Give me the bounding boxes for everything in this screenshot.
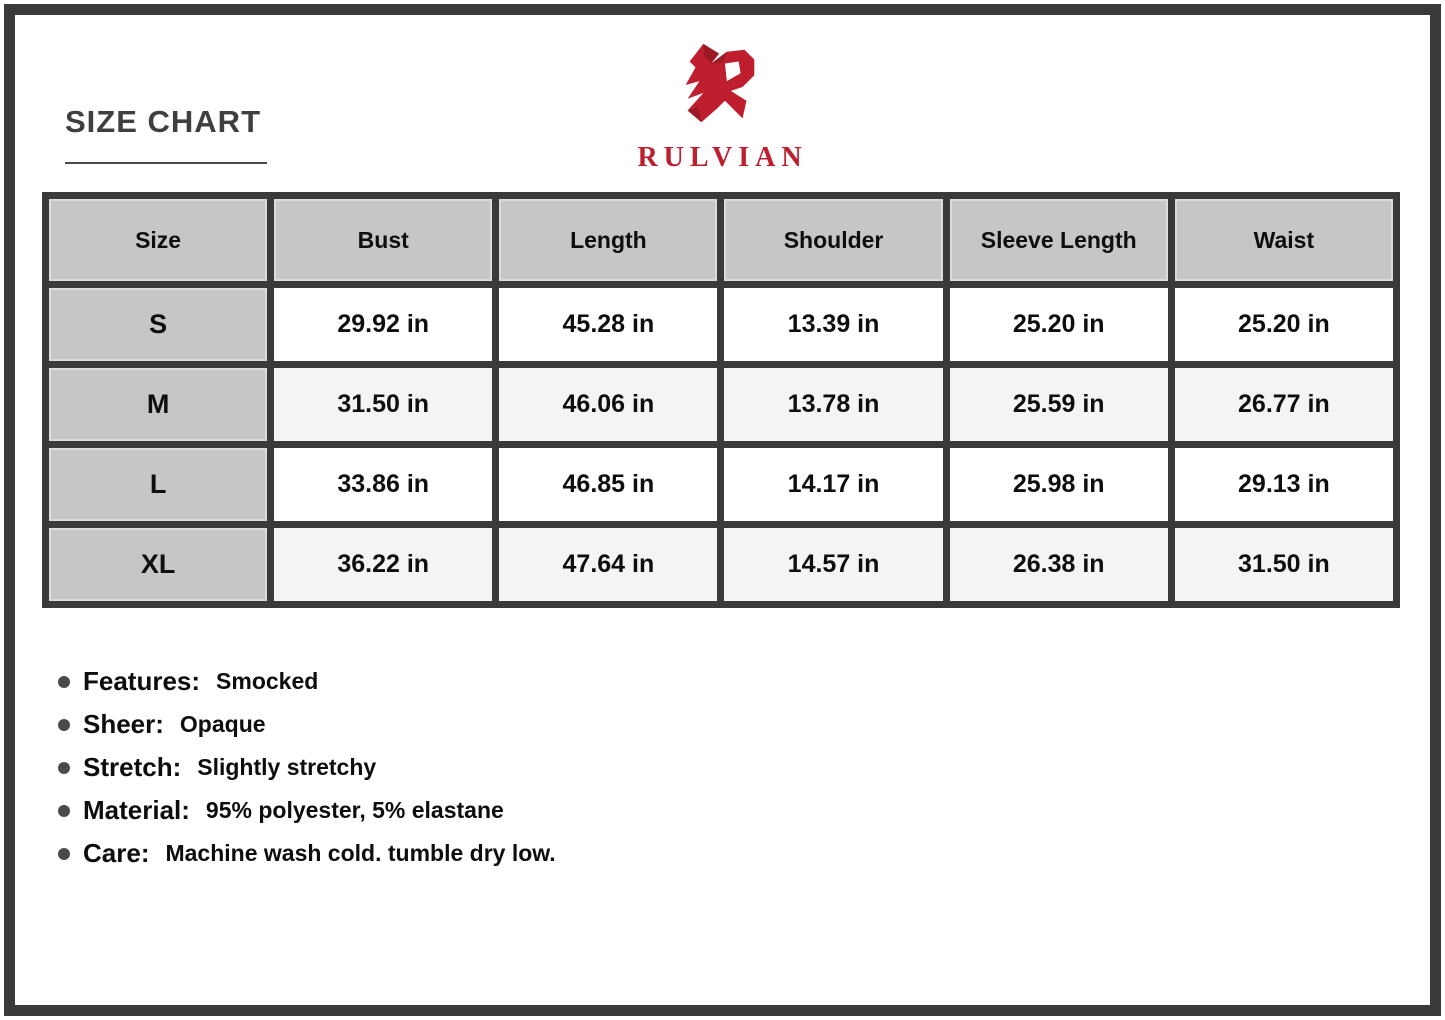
cell-waist: 25.20 in (1167, 281, 1401, 368)
detail-value: Opaque (179, 711, 266, 737)
cell-waist: 29.13 in (1167, 441, 1401, 528)
cell-length: 46.85 in (492, 441, 725, 528)
detail-value: Smocked (216, 668, 319, 694)
detail-material: Material: 95% polyester, 5% elastane (58, 789, 556, 832)
detail-sheer: Sheer: Opaque (58, 703, 556, 746)
cell-shoulder: 14.17 in (717, 441, 950, 528)
cell-size: M (41, 361, 275, 448)
cell-sleeve-length: 25.20 in (942, 281, 1175, 368)
detail-value: 95% polyester, 5% elastane (205, 797, 504, 823)
detail-value: Slightly stretchy (197, 754, 377, 780)
cell-sleeve-length: 25.98 in (942, 441, 1175, 528)
cell-bust: 29.92 in (267, 281, 500, 368)
cell-waist: 31.50 in (1167, 521, 1401, 608)
detail-label: Care: (83, 838, 150, 868)
cell-bust: 33.86 in (267, 441, 500, 528)
header-length: Length (492, 192, 725, 288)
cell-size: L (41, 441, 275, 528)
table-row-l: L 33.86 in 46.85 in 14.17 in 25.98 in 29… (41, 441, 1401, 528)
cell-length: 45.28 in (492, 281, 725, 368)
bullet-icon (58, 804, 70, 817)
cell-sleeve-length: 26.38 in (942, 521, 1175, 608)
cell-waist: 26.77 in (1167, 361, 1401, 448)
product-details-list: Features: Smocked Sheer: Opaque Stretch:… (58, 660, 556, 875)
detail-stretch: Stretch: Slightly stretchy (58, 746, 556, 789)
detail-label: Material: (83, 795, 190, 825)
cell-bust: 31.50 in (267, 361, 500, 448)
header-bust: Bust (267, 192, 500, 288)
bullet-icon (58, 847, 70, 860)
size-chart-table: Size Bust Length Shoulder Sleeve Length … (41, 192, 1401, 608)
header-waist: Waist (1167, 192, 1401, 288)
table-row-xl: XL 36.22 in 47.64 in 14.57 in 26.38 in 3… (41, 521, 1401, 608)
table-header-row: Size Bust Length Shoulder Sleeve Length … (41, 192, 1401, 288)
page-title: SIZE CHART (65, 104, 261, 139)
detail-value: Machine wash cold. tumble dry low. (165, 840, 556, 866)
cell-size: S (41, 281, 275, 368)
angular-r-monogram-icon (685, 43, 754, 123)
title-underline (65, 162, 267, 164)
table-row-s: S 29.92 in 45.28 in 13.39 in 25.20 in 25… (41, 281, 1401, 368)
table-row-m: M 31.50 in 46.06 in 13.78 in 25.59 in 26… (41, 361, 1401, 448)
bullet-icon (58, 761, 70, 774)
title-block: SIZE CHART (65, 104, 267, 164)
header-size: Size (41, 192, 275, 288)
detail-label: Sheer: (83, 709, 164, 739)
cell-shoulder: 13.39 in (717, 281, 950, 368)
brand-logo: RULVIAN (637, 38, 807, 174)
brand-name: RULVIAN (637, 142, 808, 173)
cell-length: 46.06 in (492, 361, 725, 448)
detail-features: Features: Smocked (58, 660, 556, 703)
header-shoulder: Shoulder (717, 192, 950, 288)
cell-size: XL (41, 521, 275, 608)
cell-sleeve-length: 25.59 in (942, 361, 1175, 448)
cell-shoulder: 13.78 in (717, 361, 950, 448)
detail-label: Features: (83, 666, 201, 696)
cell-length: 47.64 in (492, 521, 725, 608)
detail-care: Care: Machine wash cold. tumble dry low. (58, 832, 556, 875)
detail-label: Stretch: (83, 752, 182, 782)
cell-shoulder: 14.57 in (717, 521, 950, 608)
cell-bust: 36.22 in (267, 521, 500, 608)
bullet-icon (58, 718, 70, 731)
header-sleeve-length: Sleeve Length (942, 192, 1175, 288)
bullet-icon (58, 675, 70, 688)
